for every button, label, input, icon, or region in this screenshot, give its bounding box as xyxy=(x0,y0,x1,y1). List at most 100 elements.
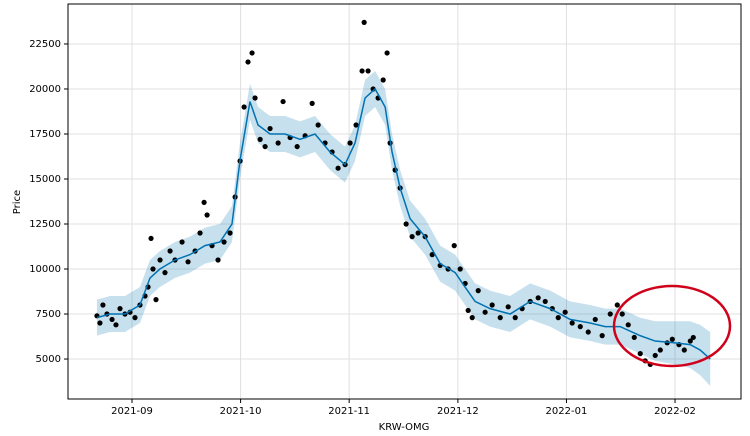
observed-point xyxy=(97,320,103,326)
observed-point xyxy=(631,334,637,341)
observed-point xyxy=(585,329,591,335)
observed-point xyxy=(384,50,390,56)
observed-point xyxy=(309,100,315,106)
observed-point xyxy=(489,302,495,308)
observed-point xyxy=(262,143,268,150)
uncertainty-band-layer xyxy=(96,70,711,387)
observed-point xyxy=(204,212,210,218)
observed-point xyxy=(241,104,247,110)
observed-point xyxy=(185,259,191,265)
y-tick-label: 7500 xyxy=(36,309,61,320)
observed-point xyxy=(403,221,409,227)
observed-point xyxy=(153,297,159,303)
x-tick-label: 2021-11 xyxy=(328,406,370,417)
observed-point xyxy=(535,295,541,301)
observed-point xyxy=(347,140,353,146)
y-axis-label: Price xyxy=(12,190,23,214)
grid xyxy=(68,4,741,399)
observed-point xyxy=(687,338,693,344)
forecast-layer xyxy=(96,87,711,360)
observed-point xyxy=(577,324,583,330)
observed-point xyxy=(162,270,168,276)
forecast-line xyxy=(96,87,711,360)
observed-point xyxy=(359,68,365,74)
observed-point xyxy=(365,68,371,74)
observed-point xyxy=(690,334,696,341)
observed-point xyxy=(482,309,488,315)
observed-point xyxy=(252,95,258,101)
highlight-circle xyxy=(612,284,732,368)
x-tick-label: 2021-10 xyxy=(220,406,262,417)
observed-point xyxy=(569,320,575,326)
observed-point xyxy=(637,351,643,357)
observed-point xyxy=(167,248,173,254)
observed-point xyxy=(592,316,598,323)
x-axis-label: KRW-OMG xyxy=(379,422,430,433)
y-tick-label: 5000 xyxy=(36,354,61,365)
observed-point xyxy=(469,315,475,321)
observed-point xyxy=(117,306,123,312)
observed-point xyxy=(215,257,221,263)
observed-point xyxy=(607,311,613,317)
observed-point xyxy=(294,143,300,150)
labels: KRW-OMG Price 5000 7500 10000 12500 15000 175… xyxy=(12,39,696,433)
observed-point xyxy=(465,307,471,314)
observed-point xyxy=(380,77,386,83)
observed-point xyxy=(227,230,233,236)
observed-point xyxy=(555,315,561,321)
observed-point xyxy=(221,239,227,245)
y-tick-label: 15000 xyxy=(29,174,61,185)
observed-point xyxy=(361,19,367,25)
observed-point xyxy=(657,347,663,353)
observed-point xyxy=(315,122,321,128)
observed-point xyxy=(669,336,675,342)
observed-point xyxy=(280,98,286,105)
observed-point xyxy=(652,352,658,359)
observed-point xyxy=(497,315,503,321)
observed-point xyxy=(100,302,106,308)
observed-point xyxy=(625,322,631,328)
observed-point xyxy=(157,257,163,263)
observed-point xyxy=(267,125,273,132)
observed-point xyxy=(179,239,185,245)
observed-point xyxy=(335,165,341,171)
observed-point xyxy=(475,288,481,294)
observed-point xyxy=(113,322,119,328)
observed-point xyxy=(150,266,156,272)
observed-point xyxy=(257,136,263,142)
observed-point xyxy=(249,50,255,56)
observed-point xyxy=(562,309,568,315)
observed-point xyxy=(681,347,687,353)
observed-point xyxy=(512,315,518,321)
uncertainty-band xyxy=(96,70,711,387)
x-tick-label: 2022-01 xyxy=(546,406,588,417)
observed-point xyxy=(505,304,511,310)
observed-point xyxy=(148,235,154,242)
observed-point xyxy=(275,140,281,146)
observed-point xyxy=(197,230,203,236)
observed-point xyxy=(109,316,115,323)
observed-point xyxy=(245,59,251,65)
y-tick-label: 20000 xyxy=(29,84,61,95)
y-tick-label: 17500 xyxy=(29,129,61,140)
y-tick-label: 22500 xyxy=(29,39,61,50)
y-tick-label: 12500 xyxy=(29,219,61,230)
x-tick-label: 2022-02 xyxy=(654,406,696,417)
observed-point xyxy=(542,298,548,305)
observed-point xyxy=(457,266,463,272)
plot-frame xyxy=(67,3,742,400)
observed-point xyxy=(353,122,359,128)
observed-point xyxy=(415,230,421,236)
y-tick-label: 10000 xyxy=(29,264,61,275)
observed-point xyxy=(599,333,605,339)
observed-point xyxy=(132,315,138,321)
observed-point xyxy=(614,302,620,308)
observed-point xyxy=(429,252,435,258)
observed-point xyxy=(201,199,207,206)
observed-point xyxy=(451,243,457,249)
observed-point xyxy=(409,234,415,240)
x-tick-label: 2021-12 xyxy=(437,406,479,417)
x-tick-label: 2021-09 xyxy=(111,406,153,417)
